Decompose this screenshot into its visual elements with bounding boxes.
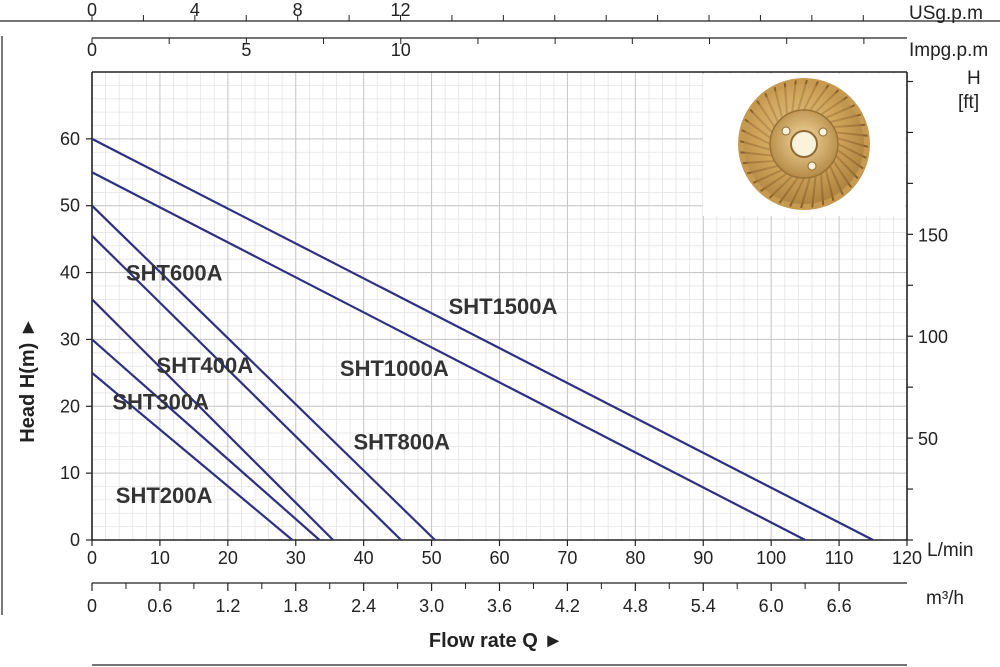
- series-line-sht300a: [91, 338, 321, 541]
- m3h-tick-label: 1.8: [283, 596, 308, 616]
- series-lines: [91, 137, 874, 541]
- x-tick-label: 100: [756, 548, 786, 568]
- x-unit-lmin: L/min: [927, 540, 973, 561]
- ft-tick-label: 50: [918, 429, 938, 449]
- series-label-sht600a: SHT600A: [126, 261, 223, 286]
- x-tick-label: 0: [87, 548, 97, 568]
- series-line-sht200a: [91, 372, 294, 541]
- x-tick-label: 80: [625, 548, 645, 568]
- m3h-tick-label: 0: [87, 596, 97, 616]
- y-axis-title: Head H(m) ►: [17, 317, 39, 442]
- x-tick-label: 50: [422, 548, 442, 568]
- impeller-balance-hole: [807, 161, 817, 171]
- series-labels: SHT200A SHT300A SHT400A SHT600A SHT800A SHT10…: [112, 261, 557, 509]
- series-line-sht1500a: [91, 137, 874, 541]
- impeller-balance-hole: [818, 127, 828, 137]
- m3h-tick-label: 6.6: [827, 596, 852, 616]
- x-tick-label: 10: [150, 548, 170, 568]
- impgpm-tick-label: 5: [241, 40, 251, 60]
- m3h-tick-label: 0.6: [147, 596, 172, 616]
- m3h-tick-label: 5.4: [691, 596, 716, 616]
- usgpm-tick-label: 4: [190, 0, 200, 20]
- y-tick-label: 20: [60, 396, 80, 416]
- series-line-sht400a: [91, 298, 334, 541]
- impgpm-unit: Impg.p.m: [909, 40, 988, 61]
- x-tick-label: 60: [489, 548, 509, 568]
- x-tick-label: 40: [354, 548, 374, 568]
- usgpm-tick-label: 0: [87, 0, 97, 20]
- series-label-sht400a: SHT400A: [157, 353, 254, 378]
- m3h-tick-label: 4.2: [555, 596, 580, 616]
- x-tick-label: 30: [286, 548, 306, 568]
- usgpm-unit: USg.p.m: [909, 3, 983, 24]
- series-label-sht300a: SHT300A: [112, 390, 209, 415]
- series-label-sht200a: SHT200A: [116, 483, 213, 508]
- m3h-tick-label: 3.0: [419, 596, 444, 616]
- ft-tick-label: 100: [918, 327, 948, 347]
- m3h-tick-label: 3.6: [487, 596, 512, 616]
- series-label-sht800a: SHT800A: [353, 430, 450, 455]
- m3h-tick-label: 1.2: [215, 596, 240, 616]
- usgpm-tick-label: 12: [390, 0, 410, 20]
- x-unit-m3h: m³/h: [926, 588, 964, 609]
- m3h-tick-label: 4.8: [623, 596, 648, 616]
- m3h-tick-label: 2.4: [351, 596, 376, 616]
- series-line-sht1000a: [91, 171, 806, 541]
- usgpm-tick-label: 8: [293, 0, 303, 20]
- m3h-tick-label: 6.0: [759, 596, 784, 616]
- impeller-photo: [703, 74, 905, 216]
- y-tick-label: 10: [60, 463, 80, 483]
- x-tick-label: 90: [693, 548, 713, 568]
- series-label-sht1500a: SHT1500A: [449, 294, 558, 319]
- tick-labels: 0 10 20 30 40 50 60 70 80 90 100 110 120 L/min0102030…: [17, 0, 988, 652]
- impgpm-tick-label: 0: [87, 40, 97, 60]
- x-tick-label: 120: [892, 548, 922, 568]
- y-tick-label: 50: [60, 196, 80, 216]
- x-tick-label: 110: [825, 548, 854, 568]
- x-tick-label: 20: [218, 548, 238, 568]
- series-label-sht1000a: SHT1000A: [340, 356, 449, 381]
- impgpm-tick-label: 10: [391, 40, 411, 60]
- ft-tick-label: 150: [918, 225, 948, 245]
- y-tick-label: 30: [60, 329, 80, 349]
- series-line-sht600a: [91, 235, 402, 541]
- x-axis-title: Flow rate Q ►: [429, 630, 563, 652]
- y-tick-label: 40: [60, 263, 80, 283]
- ft-unit-h: H: [967, 68, 981, 89]
- y-tick-label: 0: [70, 530, 80, 550]
- ft-unit: [ft]: [958, 92, 979, 113]
- x-tick-label: 70: [557, 548, 577, 568]
- series-line-sht800a: [91, 204, 436, 541]
- y-tick-label: 60: [60, 129, 80, 149]
- impeller-shaft-hole: [790, 130, 818, 158]
- impeller-balance-hole: [781, 126, 791, 136]
